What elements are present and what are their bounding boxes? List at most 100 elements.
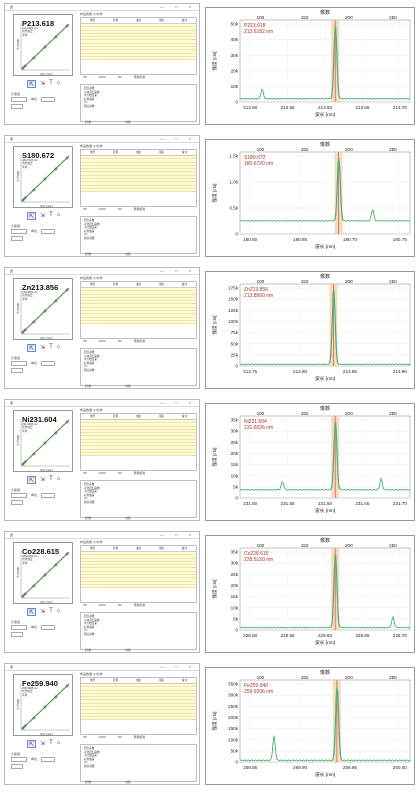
unit-field[interactable] xyxy=(41,229,55,234)
element-group-field[interactable] xyxy=(11,625,27,630)
table-row[interactable] xyxy=(81,40,196,44)
table-tabs[interactable]: 样品数据 (1)标样 xyxy=(80,276,103,280)
table-row[interactable] xyxy=(81,581,196,585)
table-row[interactable] xyxy=(81,697,196,701)
tool-button[interactable]: ⌂ xyxy=(56,476,61,482)
table-row[interactable] xyxy=(81,37,196,41)
option-checkbox[interactable]: 删除标准 xyxy=(133,471,146,475)
table-row[interactable] xyxy=(81,575,196,579)
option-checkbox[interactable]: 100% xyxy=(98,207,106,211)
table-tabs[interactable]: 样品数据 (1)标样 xyxy=(80,144,103,148)
radio-internal[interactable]: 内标 xyxy=(125,516,132,520)
table-row[interactable] xyxy=(81,420,196,424)
navigation-field[interactable] xyxy=(11,236,23,241)
tool-button[interactable]: ⇲ xyxy=(40,609,46,615)
table-row[interactable] xyxy=(81,423,196,427)
radio-internal[interactable]: 内标 xyxy=(125,780,132,784)
element-group-field[interactable] xyxy=(11,97,27,102)
table-row[interactable] xyxy=(81,33,196,38)
tool-button[interactable]: ⌂ xyxy=(56,80,61,86)
tool-button[interactable]: ⇱ xyxy=(27,212,37,220)
tool-button[interactable]: ⇱ xyxy=(27,608,37,616)
table-row[interactable] xyxy=(81,429,196,434)
table-row[interactable] xyxy=(81,703,196,708)
table-row[interactable] xyxy=(81,297,196,302)
table-row[interactable] xyxy=(81,693,196,698)
radio-standard[interactable]: 标准 xyxy=(85,780,92,784)
option-checkbox[interactable]: 删除标准 xyxy=(133,603,146,607)
table-row[interactable] xyxy=(81,47,196,51)
table-row[interactable] xyxy=(81,446,196,450)
table-row[interactable] xyxy=(81,700,196,704)
table-row[interactable] xyxy=(81,169,196,173)
option-checkbox[interactable]: Off xyxy=(83,603,87,607)
unit-field[interactable] xyxy=(41,361,55,366)
option-checkbox[interactable]: 100% xyxy=(98,75,106,79)
table-row[interactable] xyxy=(81,707,196,711)
table-row[interactable] xyxy=(81,27,196,31)
table-row[interactable] xyxy=(81,555,196,559)
tool-button[interactable]: ⇲ xyxy=(40,477,46,483)
table-row[interactable] xyxy=(81,175,196,180)
table-row[interactable] xyxy=(81,179,196,183)
table-row[interactable] xyxy=(81,314,196,318)
table-row[interactable] xyxy=(81,317,196,321)
table-row[interactable] xyxy=(81,304,196,308)
tool-button[interactable]: T xyxy=(49,80,53,86)
tool-button[interactable]: T xyxy=(49,344,53,350)
window-controls[interactable]: — □ × xyxy=(160,268,196,273)
unit-field[interactable] xyxy=(41,97,55,102)
option-checkbox[interactable]: Off xyxy=(83,207,87,211)
tool-button[interactable]: ⇲ xyxy=(40,213,46,219)
table-row[interactable] xyxy=(81,578,196,582)
table-row[interactable] xyxy=(81,162,196,166)
navigation-field[interactable] xyxy=(11,104,23,109)
table-row[interactable] xyxy=(81,443,196,447)
tool-button[interactable]: ⌂ xyxy=(56,344,61,350)
table-row[interactable] xyxy=(81,172,196,176)
table-row[interactable] xyxy=(81,301,196,305)
window-controls[interactable]: — □ × xyxy=(160,664,196,669)
table-row[interactable] xyxy=(81,584,196,589)
tool-button[interactable]: ⇲ xyxy=(40,741,46,747)
table-tabs[interactable]: 样品数据 (1)标样 xyxy=(80,672,103,676)
tool-button[interactable]: T xyxy=(49,608,53,614)
option-checkbox[interactable]: 100% xyxy=(98,471,106,475)
radio-internal[interactable]: 内标 xyxy=(125,252,132,256)
tool-button[interactable]: T xyxy=(49,476,53,482)
option-checkbox[interactable]: 0% xyxy=(117,207,122,211)
tool-button[interactable]: ⇱ xyxy=(27,344,37,352)
table-row[interactable] xyxy=(81,307,196,312)
option-checkbox[interactable]: 0% xyxy=(117,603,122,607)
table-tabs[interactable]: 样品数据 (1)标样 xyxy=(80,12,103,16)
unit-field[interactable] xyxy=(41,493,55,498)
table-row[interactable] xyxy=(81,288,196,292)
tool-button[interactable]: ⇱ xyxy=(27,740,37,748)
table-row[interactable] xyxy=(81,561,196,566)
table-row[interactable] xyxy=(81,558,196,562)
table-row[interactable] xyxy=(81,571,196,576)
window-controls[interactable]: — □ × xyxy=(160,4,196,9)
table-row[interactable] xyxy=(81,24,196,28)
radio-standard[interactable]: 标准 xyxy=(85,516,92,520)
tool-button[interactable]: ⌂ xyxy=(56,212,61,218)
option-checkbox[interactable]: 100% xyxy=(98,735,106,739)
option-checkbox[interactable]: 100% xyxy=(98,339,106,343)
element-group-field[interactable] xyxy=(11,757,27,762)
unit-field[interactable] xyxy=(41,757,55,762)
radio-internal[interactable]: 内标 xyxy=(125,384,132,388)
option-checkbox[interactable]: 删除标准 xyxy=(133,207,146,211)
table-row[interactable] xyxy=(81,185,196,189)
unit-field[interactable] xyxy=(41,625,55,630)
option-checkbox[interactable]: 删除标准 xyxy=(133,735,146,739)
option-checkbox[interactable]: 100% xyxy=(98,603,106,607)
table-row[interactable] xyxy=(81,188,196,193)
table-tabs[interactable]: 样品数据 (1)标样 xyxy=(80,540,103,544)
table-row[interactable] xyxy=(81,710,196,714)
table-row[interactable] xyxy=(81,716,196,721)
tool-button[interactable]: ⇲ xyxy=(40,345,46,351)
table-row[interactable] xyxy=(81,56,196,61)
table-row[interactable] xyxy=(81,320,196,325)
navigation-field[interactable] xyxy=(11,500,23,505)
element-group-field[interactable] xyxy=(11,361,27,366)
